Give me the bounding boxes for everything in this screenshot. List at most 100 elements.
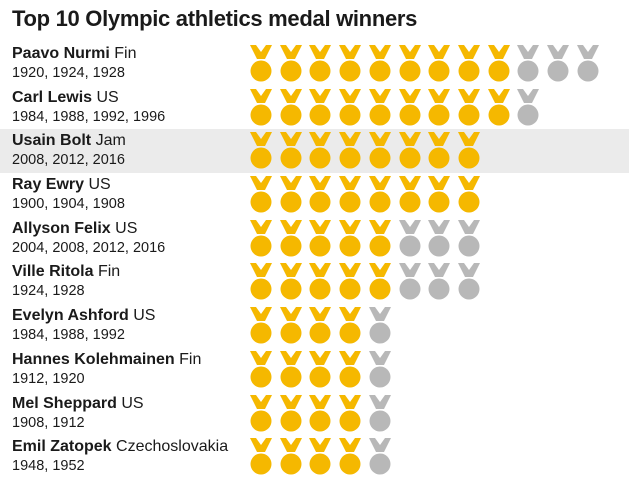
- gold-medal-icon: [368, 88, 391, 126]
- gold-medal-icon: [487, 88, 510, 126]
- gold-medal-icon: [309, 263, 332, 300]
- gold-medal-icon: [309, 45, 332, 82]
- silver-medal-icon: [398, 219, 421, 257]
- table-row: Ville Ritola Fin 1924, 1928: [0, 260, 629, 304]
- athlete-label: Carl Lewis US: [12, 89, 119, 107]
- gold-medal-icon: [250, 132, 272, 169]
- medal-icons: [248, 217, 618, 260]
- gold-medal-icon: [279, 438, 302, 475]
- athlete-country: US: [88, 176, 111, 194]
- athlete-label: Evelyn Ashford US: [12, 307, 155, 325]
- gold-medal-icon: [457, 132, 480, 169]
- gold-medal-icon: [457, 176, 480, 213]
- gold-medal-icon: [309, 394, 332, 431]
- gold-medal-icon: [279, 45, 302, 82]
- athlete-years: 1948, 1952: [12, 458, 85, 475]
- silver-medal-icon: [517, 45, 540, 82]
- gold-medal-icon: [368, 263, 391, 300]
- athlete-years: 2004, 2008, 2012, 2016: [12, 239, 166, 256]
- athlete-years: 1912, 1920: [12, 370, 85, 387]
- table-row: Hannes Kolehmainen Fin 1912, 1920: [0, 348, 629, 392]
- gold-medal-icon: [339, 88, 362, 126]
- silver-medal-icon: [368, 350, 391, 388]
- athlete-country: Jam: [95, 132, 126, 150]
- athlete-name: Ville Ritola: [12, 263, 94, 281]
- chart-title: Top 10 Olympic athletics medal winners: [12, 6, 418, 31]
- gold-medal-icon: [339, 263, 362, 300]
- table-row: Allyson Felix US 2004, 2008, 2012, 2016: [0, 217, 629, 261]
- gold-medal-icon: [339, 350, 362, 388]
- silver-medal-icon: [428, 263, 451, 300]
- gold-medal-icon: [309, 132, 332, 169]
- athlete-years: 1908, 1912: [12, 414, 85, 431]
- athlete-country: Fin: [114, 45, 137, 62]
- gold-medal-icon: [250, 219, 272, 257]
- gold-medal-icon: [368, 219, 391, 257]
- gold-medal-icon: [279, 88, 302, 126]
- athlete-years: 1984, 1988, 1992: [12, 327, 125, 344]
- athlete-label: Allyson Felix US: [12, 220, 137, 238]
- silver-medal-icon: [368, 307, 391, 344]
- gold-medal-icon: [368, 132, 391, 169]
- table-row: Paavo Nurmi Fin 1920, 1924, 1928: [0, 42, 629, 86]
- gold-medal-icon: [309, 438, 332, 475]
- athlete-country: US: [133, 307, 156, 325]
- athlete-country: Fin: [97, 263, 121, 281]
- table-row: Emil Zatopek Czechoslovakia 1948, 1952: [0, 435, 629, 479]
- gold-medal-icon: [457, 88, 480, 126]
- gold-medal-icon: [309, 176, 332, 213]
- athlete-label: Ray Ewry US: [12, 176, 111, 194]
- gold-medal-icon: [250, 438, 272, 475]
- athlete-label: Paavo Nurmi Fin: [12, 45, 137, 63]
- athlete-years: 1900, 1904, 1908: [12, 196, 125, 213]
- silver-medal-icon: [428, 219, 451, 257]
- medal-icons: [248, 260, 618, 303]
- gold-medal-icon: [279, 307, 302, 344]
- gold-medal-icon: [398, 88, 421, 126]
- gold-medal-icon: [339, 438, 362, 475]
- gold-medal-icon: [309, 307, 332, 344]
- athlete-years: 1984, 1988, 1992, 1996: [12, 108, 166, 125]
- silver-medal-icon: [457, 263, 480, 300]
- athlete-label: Emil Zatopek Czechoslovakia: [12, 438, 228, 456]
- athlete-country: Fin: [179, 350, 202, 368]
- silver-medal-icon: [517, 88, 540, 126]
- gold-medal-icon: [398, 45, 421, 82]
- gold-medal-icon: [279, 350, 302, 388]
- silver-medal-icon: [547, 45, 569, 82]
- gold-medal-icon: [279, 263, 302, 300]
- athlete-country: US: [96, 88, 119, 106]
- athlete-name: Evelyn Ashford: [12, 307, 129, 325]
- silver-medal-icon: [368, 394, 391, 431]
- gold-medal-icon: [339, 132, 362, 169]
- gold-medal-icon: [487, 45, 510, 82]
- athlete-years: 1920, 1924, 1928: [12, 65, 125, 81]
- gold-medal-icon: [250, 263, 272, 300]
- gold-medal-icon: [368, 45, 391, 82]
- gold-medal-icon: [457, 45, 480, 82]
- gold-medal-icon: [250, 350, 272, 388]
- gold-medal-icon: [339, 176, 362, 213]
- gold-medal-icon: [279, 176, 302, 213]
- table-row: Ray Ewry US 1900, 1904, 1908: [0, 173, 629, 217]
- athlete-name: Ray Ewry: [12, 176, 85, 194]
- gold-medal-icon: [250, 394, 272, 431]
- medal-icons: [248, 348, 618, 391]
- medal-icons: [248, 173, 618, 216]
- athlete-name: Emil Zatopek: [12, 438, 112, 456]
- table-row: Evelyn Ashford US 1984, 1988, 1992: [0, 304, 629, 348]
- medal-icons: [248, 42, 618, 85]
- athlete-country: US: [121, 394, 144, 412]
- gold-medal-icon: [309, 350, 332, 388]
- athlete-name: Carl Lewis: [12, 88, 93, 106]
- gold-medal-icon: [279, 219, 302, 257]
- gold-medal-icon: [368, 176, 391, 213]
- athlete-name: Hannes Kolehmainen: [12, 350, 175, 368]
- athlete-label: Ville Ritola Fin: [12, 263, 120, 281]
- athlete-name: Usain Bolt: [12, 132, 92, 150]
- medal-icons: [248, 86, 618, 129]
- table-row: Mel Sheppard US 1908, 1912: [0, 392, 629, 436]
- athlete-name: Allyson Felix: [12, 219, 111, 237]
- gold-medal-icon: [428, 45, 451, 82]
- athlete-name: Paavo Nurmi: [12, 45, 110, 62]
